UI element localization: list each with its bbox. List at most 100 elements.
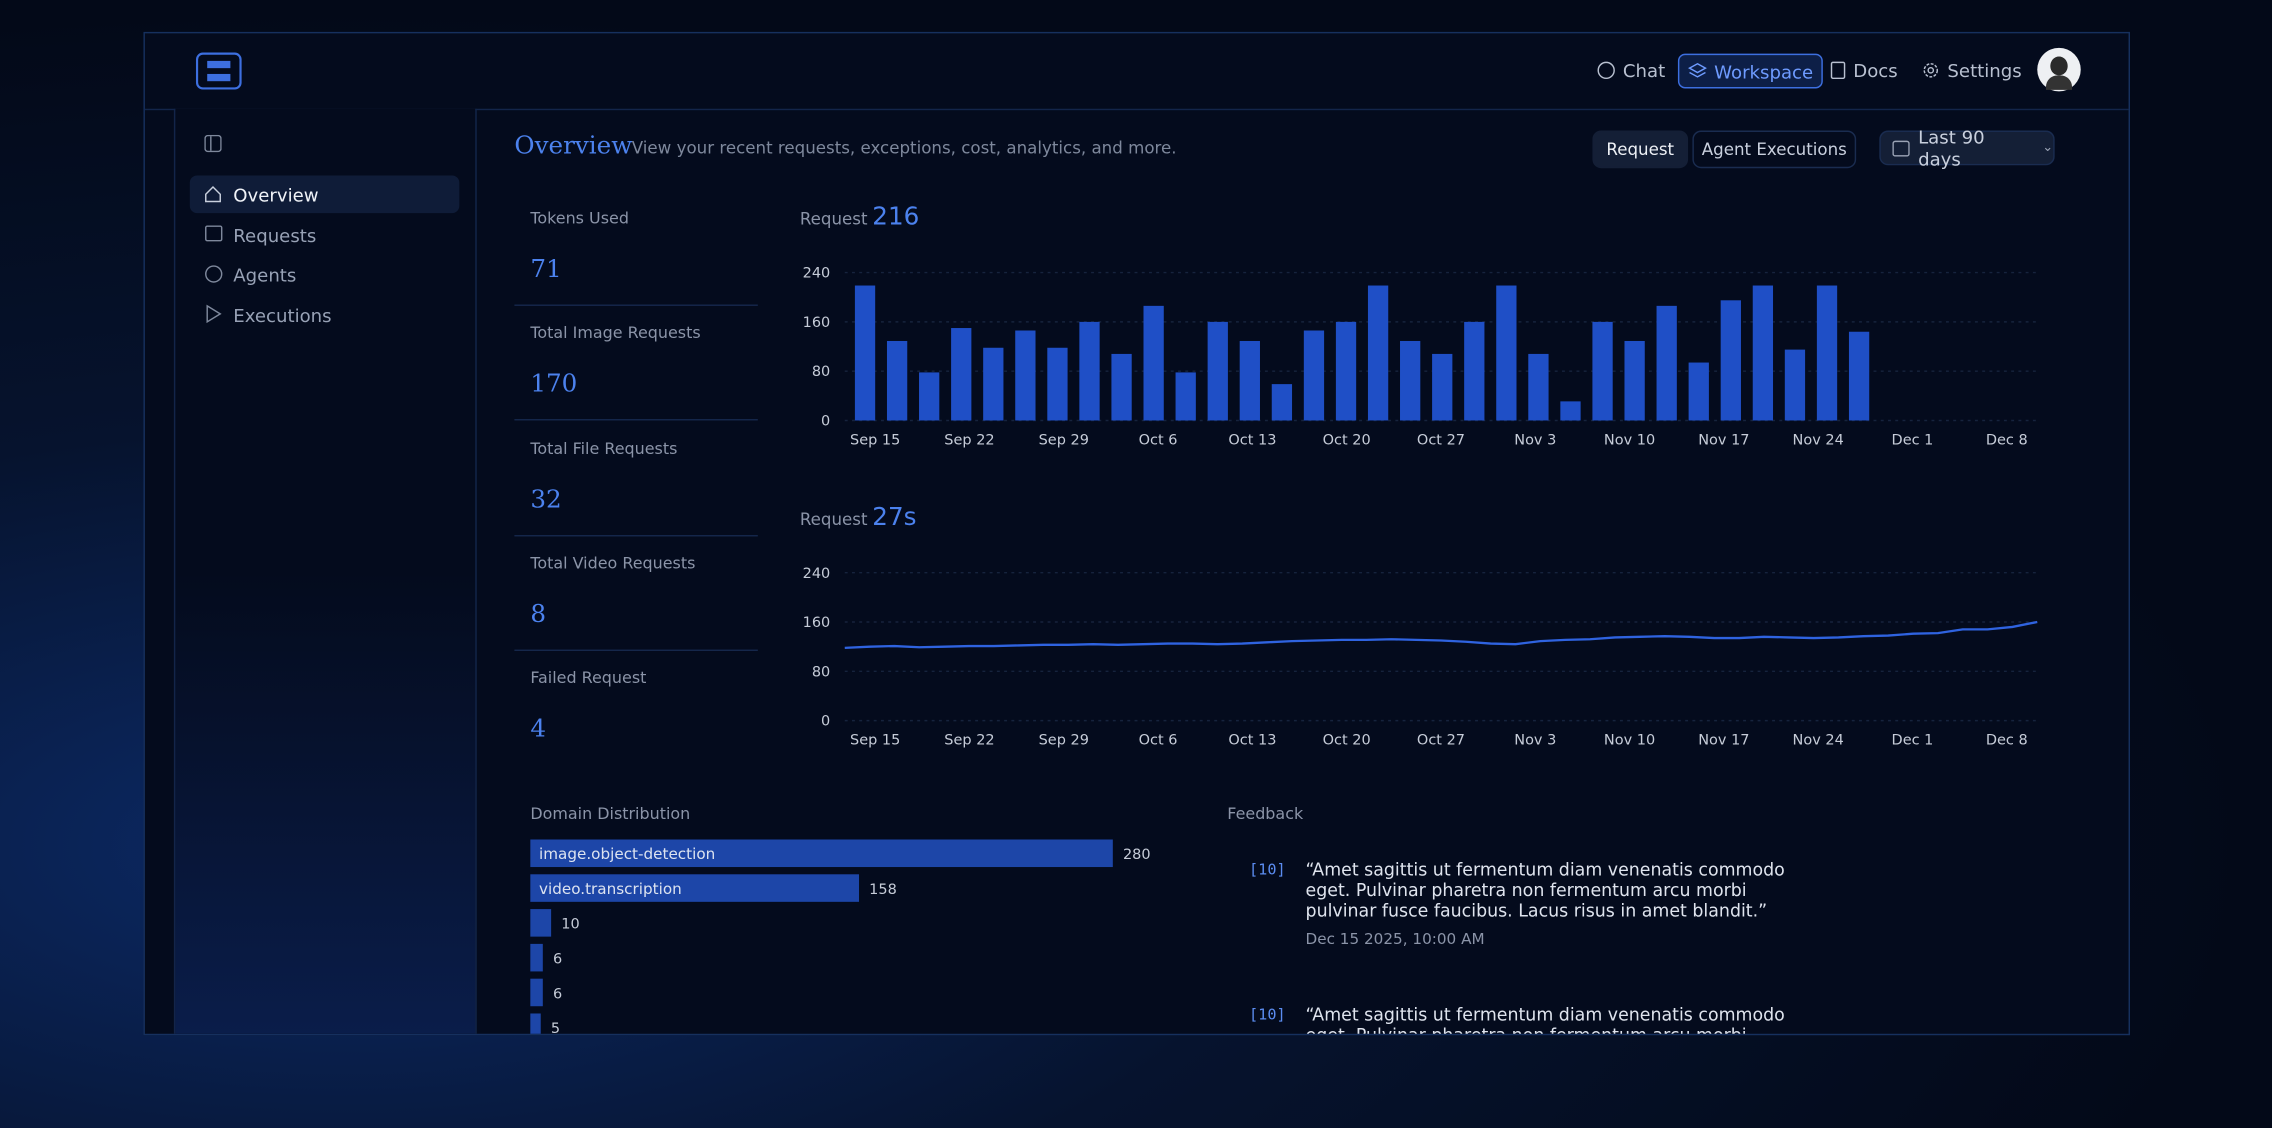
x-tick-label: Dec 1 [1892, 733, 1934, 749]
layers-icon [1688, 62, 1707, 77]
side-executions[interactable]: Executions [233, 303, 332, 326]
bar [1656, 305, 1677, 421]
nav-chat[interactable]: Chat [1597, 59, 1665, 81]
bar [1367, 285, 1389, 421]
bar [1207, 321, 1228, 421]
x-tick-label: Oct 27 [1417, 432, 1465, 448]
chart-total: 27s [872, 502, 916, 531]
x-tick-label: Nov 17 [1698, 432, 1749, 448]
page-title: Overview [514, 131, 633, 161]
x-tick-label: Nov 24 [1793, 432, 1844, 448]
bar [1432, 353, 1453, 421]
x-tick-label: Nov 10 [1604, 733, 1655, 749]
bar [1560, 401, 1581, 421]
stat-label: Total File Requests [530, 438, 678, 458]
y-tick-label: 0 [821, 414, 830, 430]
y-tick-label: 160 [803, 315, 831, 331]
bar [1143, 305, 1164, 421]
domain-bar [530, 874, 860, 902]
bar [1400, 340, 1421, 421]
x-tick-label: Dec 1 [1892, 432, 1934, 448]
bar [1335, 321, 1357, 421]
feedback-score: [10] [1249, 1006, 1286, 1024]
app-window: Chat Workspace Docs Settings Overview Re… [143, 31, 2131, 1036]
nav-label: Docs [1853, 59, 1898, 82]
stat-separator [514, 419, 758, 421]
date-range[interactable]: Last 90 days ⌄ [1879, 126, 2055, 170]
y-tick-label: 80 [812, 364, 830, 380]
stat-value: 4 [530, 715, 547, 745]
bar [1111, 353, 1132, 421]
feedback-date: Dec 15 2025, 10:00 AM [1305, 930, 1485, 949]
domain-label: image.object-detection [539, 845, 715, 863]
x-tick-label: Dec 8 [1986, 733, 2028, 749]
x-tick-label: Oct 6 [1139, 432, 1178, 448]
x-tick-label: Oct 27 [1417, 733, 1465, 749]
tab-request[interactable]: Request [1592, 130, 1689, 169]
chat-icon [1597, 61, 1615, 80]
bar [1496, 285, 1517, 421]
nav-docs[interactable]: Docs [1830, 59, 1898, 81]
stat-value: 32 [530, 485, 562, 515]
side-requests[interactable]: Requests [233, 224, 317, 246]
y-tick-label: 240 [803, 266, 831, 282]
y-tick-label: 240 [803, 566, 831, 582]
bar [854, 285, 876, 421]
domain-value: 6 [553, 986, 562, 1002]
side-icons [205, 186, 223, 324]
x-tick-label: Oct 20 [1323, 733, 1371, 749]
tab-agent-executions[interactable]: Agent Executions [1692, 130, 1857, 169]
avatar[interactable] [2037, 47, 2081, 92]
bar [1464, 321, 1485, 421]
bar [1175, 372, 1196, 421]
top-bar: Chat Workspace Docs Settings [144, 33, 2129, 111]
nav-label: Chat [1622, 59, 1666, 82]
stat-separator [514, 649, 758, 651]
bar [1271, 384, 1293, 421]
domain-value: 5 [551, 1021, 560, 1035]
x-tick-label: Sep 15 [850, 733, 900, 749]
side-agents[interactable]: Agents [233, 263, 297, 285]
domain-value: 6 [553, 951, 562, 967]
nav-settings[interactable]: Settings [1921, 59, 2022, 81]
bar [1752, 285, 1774, 421]
bar [1015, 330, 1036, 421]
x-tick-label: Sep 29 [1039, 432, 1089, 448]
gear-icon [1923, 63, 1939, 78]
x-tick-label: Nov 17 [1698, 733, 1749, 749]
sidebar: Overview Requests Agents Executions [173, 108, 477, 1034]
domain-bar [530, 839, 1113, 868]
docs-icon [1830, 61, 1846, 80]
feedback-text: “Amet sagittis ut fermentum diam venenat… [1305, 1004, 1785, 1034]
x-tick-label: Nov 3 [1514, 733, 1556, 749]
x-tick-label: Oct 13 [1228, 733, 1276, 749]
bar [1816, 285, 1838, 421]
domain-bar [530, 943, 543, 972]
chart-label: Request [800, 210, 868, 229]
stat-separator [514, 304, 758, 306]
domain-value: 158 [869, 882, 897, 898]
bar [983, 347, 1004, 421]
side-overview[interactable]: Overview [189, 175, 460, 214]
feedback-text: “Amet sagittis ut fermentum diam venenat… [1305, 859, 1785, 921]
bar [1528, 353, 1549, 421]
stat-label: Tokens Used [530, 208, 629, 228]
domain-bar [530, 909, 552, 937]
feedback-score: [10] [1249, 861, 1286, 879]
calendar-icon [1892, 140, 1910, 157]
bar [1720, 300, 1741, 421]
line [844, 620, 2038, 650]
feedback-title: Feedback [1227, 804, 1304, 824]
domain-bar [530, 978, 543, 1007]
bar [1848, 331, 1870, 421]
x-tick-label: Oct 13 [1228, 432, 1276, 448]
collapse-icon[interactable] [204, 134, 222, 153]
stat-value: 71 [530, 255, 562, 285]
x-tick-label: Sep 22 [944, 733, 994, 749]
stat-label: Total Image Requests [530, 323, 701, 343]
page-subtitle: View your recent requests, exceptions, c… [631, 137, 1177, 159]
nav-workspace[interactable]: Workspace [1677, 53, 1824, 89]
